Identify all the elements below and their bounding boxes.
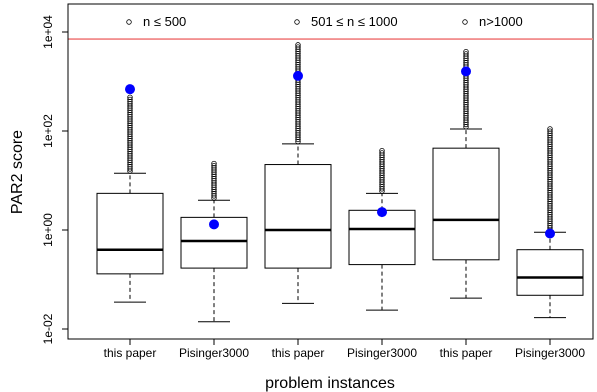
mean-point [125,84,135,95]
box [516,249,584,296]
mean-point [209,219,219,230]
y-tick-label: 1e+00 [41,213,55,247]
x-tick-label: Pisinger3000 [179,346,249,360]
box-group [96,84,164,303]
box-group [264,42,332,304]
x-tick-label: Pisinger3000 [347,346,417,360]
outlier-point [295,44,301,50]
x-tick-label: Pisinger3000 [515,346,585,360]
outlier-point [127,96,133,103]
legend-label: n ≤ 500 [143,14,186,29]
mean-point [545,228,555,239]
x-axis-title: problem instances [265,375,395,392]
box [432,147,500,261]
mean-point [377,207,387,218]
legend-marker [294,19,300,25]
outlier-point [379,150,385,156]
outlier-point [127,94,133,100]
box-group [516,126,584,319]
mean-point [293,70,303,81]
outlier-point [463,48,469,55]
box [180,216,248,269]
x-tick-label: this paper [272,346,325,360]
box-group [348,147,416,311]
outlier-point [547,128,553,134]
box-group [180,160,248,323]
y-axis-title: PAR2 score [9,130,26,214]
legend-label: 501 ≤ n ≤ 1000 [311,14,398,29]
y-tick-label: 1e-02 [41,313,55,344]
outlier-point [547,126,553,132]
y-tick-label: 1e+02 [41,114,55,148]
legend-label: n>1000 [479,14,523,29]
box [264,164,332,269]
x-tick-label: this paper [440,346,493,360]
outlier-point [211,160,217,167]
mean-point [461,66,471,77]
legend-marker [126,19,132,25]
box [348,209,416,266]
outlier-point [463,51,469,57]
box [96,192,164,275]
outlier-point [211,163,217,169]
box-group [432,48,500,299]
x-tick-label: this paper [104,346,157,360]
outlier-point [379,147,385,154]
outlier-point [295,42,301,48]
y-tick-label: 1e+04 [41,15,55,49]
legend-marker [462,19,468,25]
